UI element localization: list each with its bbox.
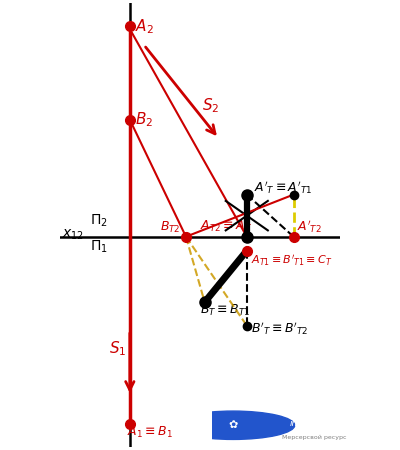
Text: $S_1$: $S_1$ xyxy=(109,340,126,358)
Circle shape xyxy=(172,411,295,439)
Text: intellecticu: intellecticu xyxy=(289,418,339,427)
Text: $B'_T\equiv B'_{T2}$: $B'_T\equiv B'_{T2}$ xyxy=(250,320,308,337)
Text: $A_{T2}\equiv A_T$: $A_{T2}\equiv A_T$ xyxy=(200,219,252,234)
Text: $\Pi_1$: $\Pi_1$ xyxy=(90,239,108,255)
Text: $A'_{T2}$: $A'_{T2}$ xyxy=(297,219,322,235)
Text: $B_2$: $B_2$ xyxy=(134,110,153,129)
Text: $A_1\equiv B_1$: $A_1\equiv B_1$ xyxy=(128,424,173,440)
Text: ✿: ✿ xyxy=(228,420,238,430)
Text: $B_{T2}$: $B_{T2}$ xyxy=(160,220,181,235)
Text: $A_{T1}\equiv B'_{T1}\equiv C_T$: $A_{T1}\equiv B'_{T1}\equiv C_T$ xyxy=(250,253,332,268)
Text: $S_2$: $S_2$ xyxy=(202,96,220,115)
Text: $B_T\equiv B_{T1}$: $B_T\equiv B_{T1}$ xyxy=(200,303,250,318)
Text: $A'_T\equiv A'_{T1}$: $A'_T\equiv A'_{T1}$ xyxy=(254,180,312,196)
Text: Мерсерсвой ресурс: Мерсерсвой ресурс xyxy=(282,435,346,440)
Text: $A_2$: $A_2$ xyxy=(134,17,154,36)
Text: $\Pi_2$: $\Pi_2$ xyxy=(90,213,108,230)
Text: $x_{12}$: $x_{12}$ xyxy=(62,227,84,242)
